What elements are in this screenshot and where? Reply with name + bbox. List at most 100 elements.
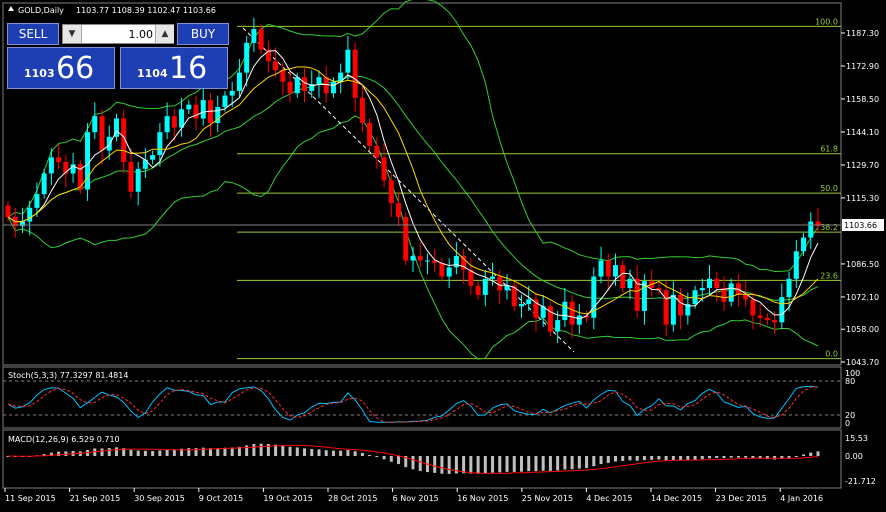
macd-bar — [375, 456, 379, 458]
macd-bar — [773, 456, 777, 460]
date-label: 11 Sep 2015 — [5, 494, 56, 503]
candle-body — [815, 221, 821, 227]
candle-body — [56, 157, 62, 162]
macd-bar — [274, 444, 278, 456]
macd-bar — [585, 456, 589, 469]
candle-body — [388, 180, 394, 204]
main-panel — [2, 2, 842, 366]
macd-bar — [505, 456, 509, 472]
stoch-level-100: 100 — [845, 369, 860, 378]
candle-body — [786, 278, 792, 298]
moving-averages — [7, 50, 819, 320]
macd-bar — [180, 448, 184, 456]
macd-bar — [664, 456, 668, 461]
candle-body — [171, 116, 177, 128]
candle-body — [287, 81, 293, 94]
lot-size-input[interactable] — [83, 26, 155, 42]
date-axis: 11 Sep 2015 21 Sep 2015 30 Sep 2015 9 Oct 2… — [4, 488, 823, 503]
candle-body — [70, 164, 76, 174]
candle-body — [157, 132, 163, 156]
candle-body — [475, 285, 481, 295]
ask-quote[interactable]: 1104 16 — [120, 47, 228, 89]
candle-body — [403, 216, 409, 261]
candle-body — [605, 260, 611, 277]
candle-body — [236, 72, 242, 91]
macd-bar — [201, 447, 205, 456]
macd-bar — [382, 456, 386, 460]
candle-body — [627, 278, 633, 288]
macd-bar — [281, 445, 285, 456]
candle-body — [584, 315, 590, 318]
candle-body — [598, 260, 604, 277]
stoch-label: Stoch(5,3,3) 77.3297 81.4814 — [8, 371, 128, 380]
date-label: 23 Dec 2015 — [716, 494, 767, 503]
candle-body — [186, 104, 192, 110]
bid-quote[interactable]: 1103 66 — [7, 47, 115, 89]
candle-body — [27, 207, 33, 222]
candle-body — [280, 70, 286, 82]
candle-body — [468, 269, 474, 286]
sell-button[interactable]: SELL — [7, 23, 59, 45]
macd-bar — [758, 456, 762, 459]
macd-bar — [353, 451, 357, 456]
macd-bar — [389, 456, 393, 462]
candle-body — [99, 116, 105, 151]
macd-bar — [483, 456, 487, 474]
buy-button[interactable]: BUY — [177, 23, 229, 45]
collapse-arrow-icon[interactable] — [8, 6, 14, 11]
date-label: 25 Nov 2015 — [522, 494, 573, 503]
macd-bar — [209, 448, 212, 456]
macd-bar — [809, 452, 813, 456]
fib-label: 50.0 — [820, 184, 838, 193]
candle-body — [482, 278, 488, 295]
macd-bar — [744, 456, 748, 458]
candle-body — [92, 116, 98, 133]
macd-bar — [447, 456, 451, 474]
trend-line[interactable] — [242, 27, 575, 353]
macd-bar — [187, 448, 191, 456]
macd-bar — [469, 456, 473, 474]
macd-bar — [158, 450, 162, 456]
candle-body — [424, 260, 430, 262]
price-label: 1187.30 — [846, 29, 879, 38]
fibonacci-levels[interactable]: 100.0 61.8 50.0 38.2 23.6 0.0 — [237, 17, 841, 360]
macd-bar — [751, 456, 755, 459]
current-price-tag — [842, 219, 884, 231]
macd-bar — [194, 448, 198, 456]
candle-body — [273, 61, 279, 71]
macd-bar — [266, 443, 270, 456]
candle-body — [48, 157, 54, 174]
candle-body — [490, 276, 496, 279]
macd-bar — [541, 456, 545, 471]
macd-bar — [715, 456, 719, 458]
candle-body — [540, 306, 546, 318]
candle-body — [121, 118, 127, 162]
macd-bar — [686, 456, 690, 461]
candle-body — [750, 299, 756, 316]
macd-bar — [100, 448, 104, 456]
candle-body — [63, 161, 69, 174]
macd-level-zero: 0.00 — [845, 452, 863, 461]
macd-label: MACD(12,26,9) 6.529 0.710 — [8, 435, 120, 444]
candle-body — [764, 317, 770, 321]
lot-increase-icon[interactable]: ▲ — [155, 25, 174, 43]
macd-bar — [165, 449, 169, 456]
macd-bar — [49, 452, 53, 456]
macd-bar — [404, 456, 408, 468]
candle-body — [678, 294, 684, 316]
candle-body — [215, 107, 221, 124]
current-price-label: 1103.66 — [844, 221, 877, 230]
macd-bar — [693, 456, 697, 460]
macd-bar — [512, 456, 516, 472]
candle-body — [323, 77, 329, 94]
macd-bar — [476, 456, 480, 474]
candle-body — [265, 49, 271, 62]
macd-bar — [230, 447, 234, 456]
candle-body — [396, 203, 402, 217]
lot-decrease-icon[interactable]: ▼ — [63, 25, 82, 43]
macd-bar — [346, 450, 350, 456]
candle-body — [150, 155, 156, 160]
macd-bar — [310, 449, 314, 456]
macd-bar — [729, 456, 733, 458]
